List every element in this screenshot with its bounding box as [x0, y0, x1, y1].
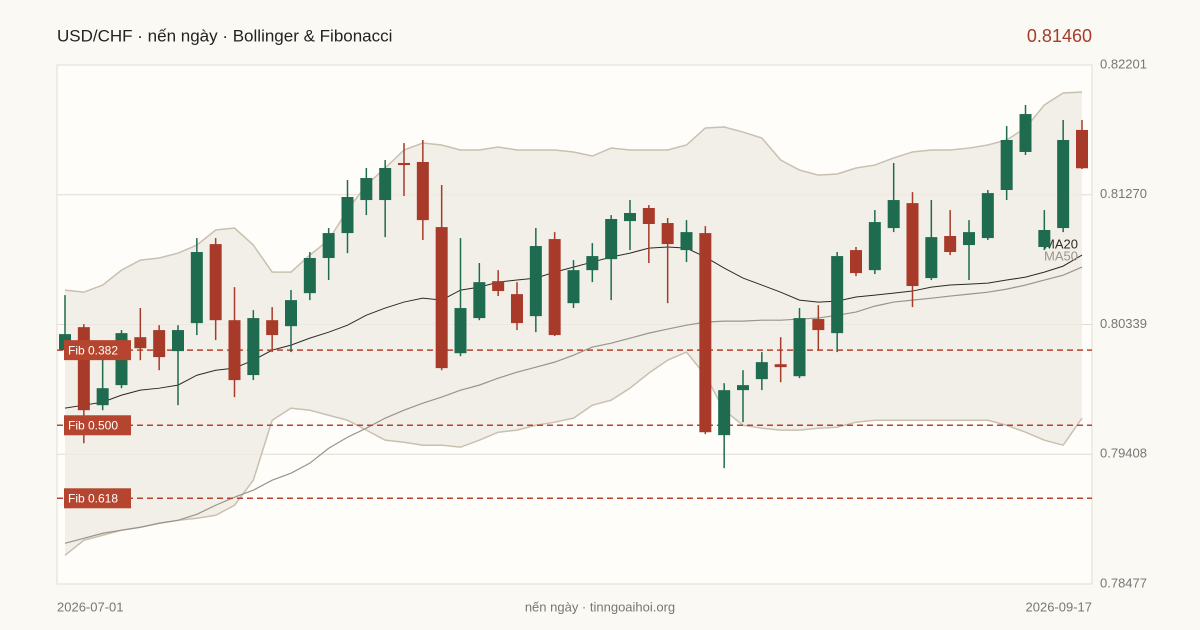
candle-body — [887, 200, 900, 229]
candle-body — [850, 250, 862, 274]
candle-body — [266, 320, 279, 336]
band-line — [64, 91, 1083, 293]
candle-body — [435, 227, 448, 369]
candle-body — [341, 196, 354, 234]
chart-title: USD/CHF · nến ngày · Bollinger & Fibonac… — [57, 26, 392, 45]
fib-label-box — [64, 415, 131, 436]
band-line — [64, 351, 1083, 556]
candle-body — [360, 178, 373, 201]
candle-body — [680, 232, 693, 251]
candle-body — [77, 327, 90, 411]
footer: nến ngày · tinngoaihoi.org — [525, 599, 675, 614]
candle-body — [529, 246, 542, 317]
candle-body — [228, 320, 241, 381]
y-tick-label: 0.82201 — [1100, 56, 1147, 71]
candle-body — [492, 281, 505, 292]
candle-body — [699, 233, 712, 433]
candle-body — [209, 244, 222, 321]
candle-body — [379, 167, 392, 201]
last-price: 0.81460 — [1027, 26, 1092, 46]
candle-body — [906, 203, 919, 287]
candle-body — [285, 300, 297, 327]
candle-body — [1019, 114, 1032, 152]
x-tick-label: 2026-07-01 — [57, 599, 124, 614]
candle-body — [624, 213, 636, 222]
y-tick-label: 0.81270 — [1100, 186, 1147, 201]
candle-body — [661, 223, 674, 245]
y-tick-label: 0.78477 — [1100, 575, 1147, 590]
x-tick-label: 2026-09-17 — [1026, 599, 1093, 614]
candle-body — [567, 270, 580, 304]
candle-body — [605, 218, 618, 260]
candle-body — [1000, 139, 1013, 191]
candle-body — [737, 385, 749, 391]
candle-body — [303, 258, 316, 294]
candle-body — [981, 193, 994, 239]
candle-body — [774, 364, 787, 368]
candle-body — [473, 282, 486, 319]
candle-body — [398, 162, 410, 166]
candle-body — [96, 388, 109, 406]
candle-body — [454, 308, 467, 354]
candle-body — [322, 233, 335, 259]
candle-body — [548, 239, 561, 336]
candle-body — [755, 362, 768, 380]
candle-body — [416, 161, 429, 221]
fib-label: Fib 0.618 — [68, 491, 118, 505]
candle-body — [718, 390, 731, 436]
fib-label-box — [64, 488, 131, 509]
candle-body — [793, 318, 806, 377]
candle-body — [1076, 129, 1088, 169]
candle-body — [586, 256, 599, 271]
candle-body — [511, 294, 523, 324]
candle-body — [190, 252, 203, 324]
candle-body — [642, 207, 655, 225]
fib-label: Fib 0.382 — [68, 343, 118, 357]
candle-body — [134, 337, 147, 349]
candle-body — [1057, 139, 1070, 229]
bollinger-band — [65, 92, 1082, 556]
ma-label: MA20 — [1044, 236, 1078, 251]
candle-body — [868, 222, 881, 271]
candle-body — [925, 237, 938, 279]
candle-body — [1038, 230, 1051, 248]
ma-label: MA50 — [1044, 248, 1078, 263]
candle-body — [831, 256, 844, 334]
candle-body — [153, 330, 166, 358]
y-tick-label: 0.79408 — [1100, 446, 1147, 461]
candle-body — [963, 232, 975, 246]
fib-label-box — [64, 340, 131, 361]
candle-body — [812, 319, 825, 331]
candle-body — [247, 318, 260, 376]
fib-label: Fib 0.500 — [68, 418, 118, 432]
candle-body — [944, 236, 957, 253]
y-tick-label: 0.80339 — [1100, 316, 1147, 331]
candle-body — [172, 330, 184, 352]
